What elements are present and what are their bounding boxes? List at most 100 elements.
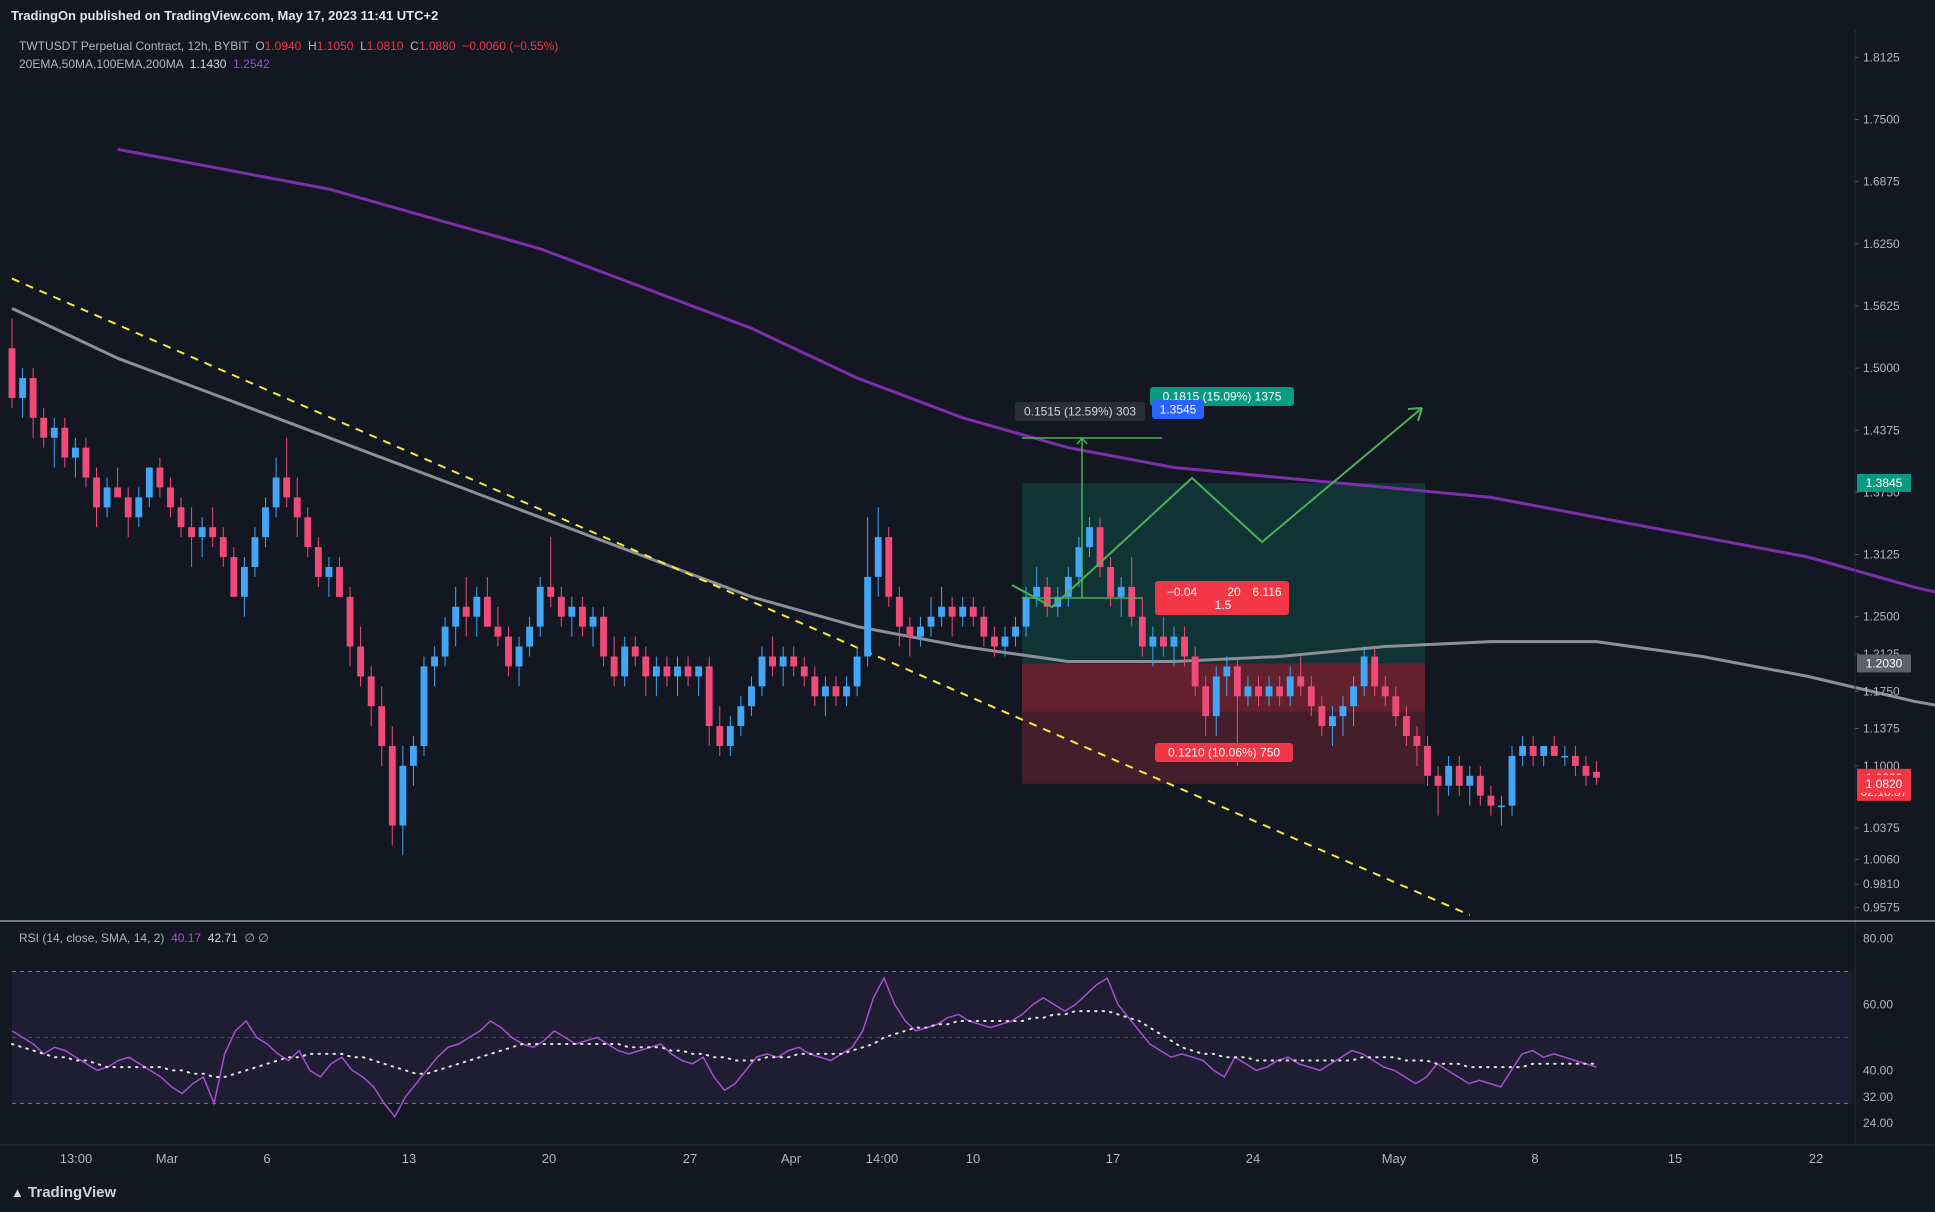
candle — [346, 586, 354, 667]
candle — [1318, 696, 1326, 737]
rsi-tick-label: 24.00 — [1863, 1116, 1893, 1130]
candle — [1001, 626, 1009, 657]
candle-body — [167, 487, 174, 508]
close-label: C — [410, 39, 419, 53]
time-tick-label: 13:00 — [60, 1151, 93, 1166]
candle-body — [1265, 686, 1273, 697]
candle-body — [314, 547, 322, 577]
measure-price-label: 1.3545 — [1160, 403, 1197, 417]
rsi-pane — [11, 970, 1852, 1118]
candle — [578, 596, 586, 637]
candle — [19, 368, 26, 418]
price-badge-bg — [1857, 654, 1911, 673]
candle — [314, 537, 322, 587]
candle-body — [462, 606, 470, 617]
candle — [357, 626, 365, 687]
rsi-sma-line — [11, 1010, 1598, 1078]
candle-body — [885, 537, 893, 597]
candle-body — [1149, 636, 1157, 647]
candle-body — [864, 576, 872, 657]
candle-body — [135, 497, 143, 518]
candle-body — [515, 646, 523, 667]
candle-body — [927, 616, 935, 627]
candle — [1402, 706, 1410, 746]
candle-body — [536, 586, 544, 627]
candle — [1561, 745, 1569, 766]
candle — [198, 517, 206, 558]
candle-body — [948, 606, 956, 617]
candle — [790, 646, 798, 677]
candle — [156, 457, 164, 498]
candle-body — [262, 507, 269, 538]
time-tick-label: Apr — [781, 1151, 802, 1166]
candle — [1212, 666, 1220, 737]
candle — [674, 656, 681, 697]
candle-body — [1540, 745, 1548, 756]
candle — [1297, 656, 1305, 697]
candle — [927, 596, 935, 637]
candle — [1487, 785, 1495, 816]
candle-body — [1392, 696, 1400, 717]
candle — [684, 656, 692, 687]
candle-body — [1107, 566, 1115, 597]
candle — [843, 676, 850, 707]
brand-text: TradingView — [28, 1184, 117, 1201]
candle-body — [71, 447, 79, 458]
candle — [177, 497, 185, 538]
candle-body — [990, 636, 998, 647]
candle-body — [821, 686, 829, 697]
candle-body — [346, 596, 354, 647]
price-tick-label: 1.6875 — [1863, 175, 1900, 189]
measure-price-label-bg — [1152, 400, 1204, 419]
candle-body — [304, 517, 312, 548]
open-label: O — [255, 39, 265, 53]
candle-body — [420, 666, 428, 746]
rsi-tick-label: 32.00 — [1863, 1090, 1893, 1104]
candle-body — [103, 487, 111, 508]
candle-body — [1350, 686, 1357, 707]
ma-legend: 20EMA,50MA,100EMA,200MA 1.1430 1.2542 — [19, 57, 270, 71]
price-tick-label: 1.5625 — [1863, 299, 1900, 313]
candle-body — [959, 606, 967, 617]
time-tick-label: May — [1382, 1151, 1407, 1166]
candle-body — [19, 378, 26, 398]
candle — [240, 557, 248, 617]
rsi-line — [11, 976, 1597, 1118]
candle-body — [557, 596, 565, 617]
candle-body — [61, 427, 69, 458]
candle-body — [452, 606, 460, 627]
candle-body — [40, 417, 48, 438]
rsi-name: RSI (14, close, SMA, 14, 2) — [19, 931, 165, 945]
candle-body — [1360, 656, 1368, 687]
candle — [769, 636, 777, 677]
candle — [1181, 626, 1188, 667]
candle — [821, 676, 829, 717]
candle-body — [695, 666, 703, 677]
candle-body — [177, 507, 185, 528]
candle — [1360, 646, 1368, 697]
candle — [589, 606, 597, 647]
close-value: 1.0880 — [418, 39, 456, 53]
candle — [399, 745, 407, 856]
time-tick-label: 10 — [966, 1151, 980, 1166]
candle-body — [526, 626, 534, 647]
candle-body — [547, 586, 555, 597]
stop-label-bg — [1155, 743, 1293, 762]
moving-average-lines — [11, 147, 1935, 707]
candle-body — [906, 626, 914, 637]
candle — [1519, 736, 1527, 766]
candle-body — [441, 626, 449, 657]
candle — [631, 636, 639, 667]
candle — [409, 736, 417, 786]
candle-body — [82, 447, 90, 478]
candle — [1582, 755, 1590, 786]
candle-body — [716, 726, 724, 746]
candle — [652, 656, 660, 697]
candle-body — [980, 616, 988, 637]
candle-body — [188, 527, 196, 538]
tradingview-logo: ▲ TradingView — [11, 1184, 116, 1201]
candle — [188, 507, 196, 567]
trendline — [11, 277, 1471, 916]
candle — [420, 656, 428, 756]
